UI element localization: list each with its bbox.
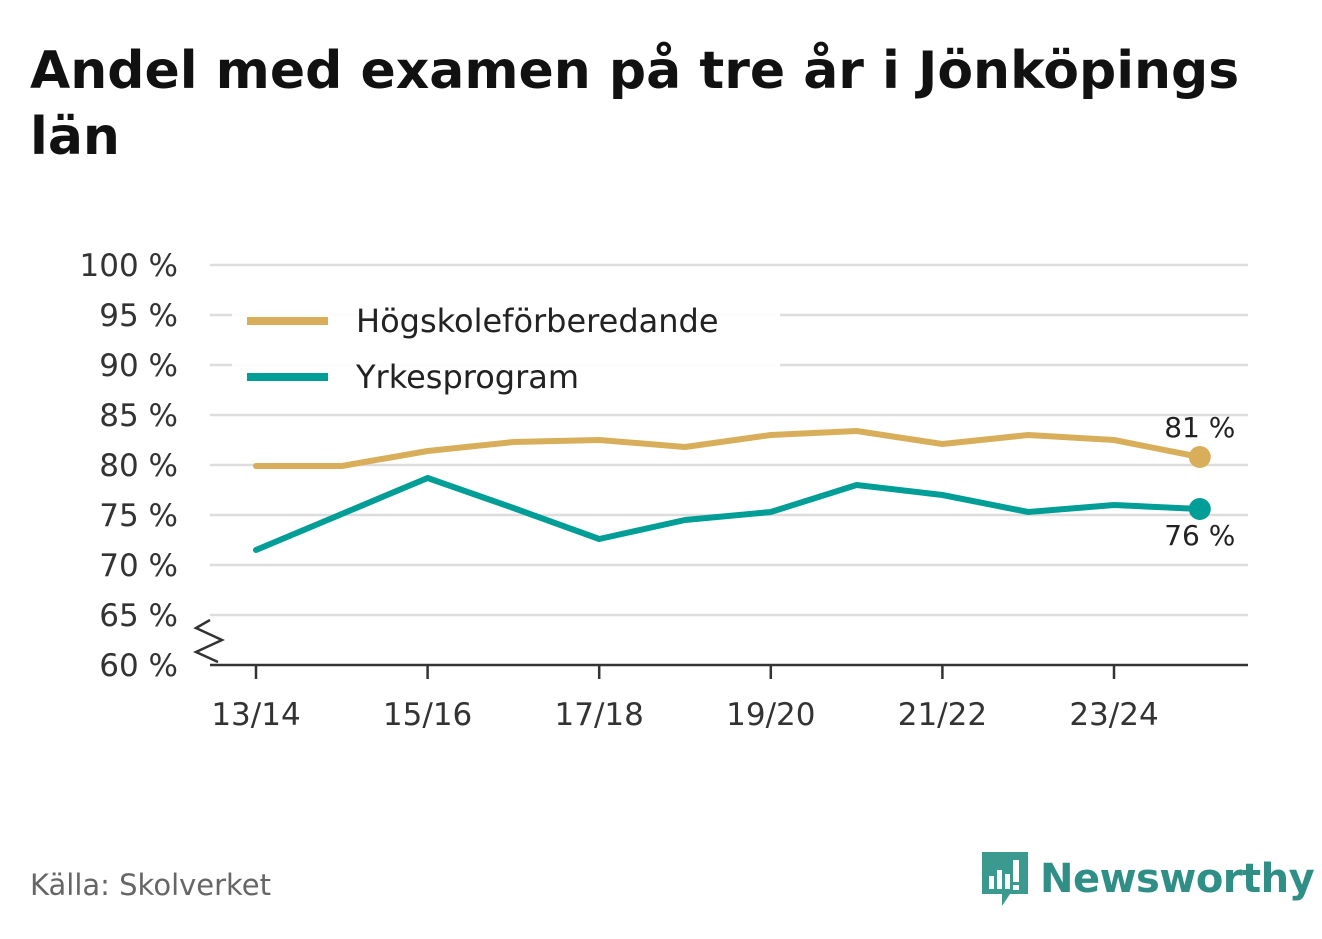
newsworthy-logo-icon bbox=[982, 852, 1028, 906]
series-line-2 bbox=[253, 475, 1203, 553]
axes: 60 % 65 % 70 % 75 % 80 % 85 % 90 % 95 % 100 % 13/… bbox=[80, 248, 1248, 733]
y-tick-label-80: 80 % bbox=[99, 448, 178, 484]
newsworthy-logo: Newsworthy bbox=[980, 850, 1315, 908]
end-value-label-2: 76 % bbox=[1164, 519, 1235, 552]
series-lines bbox=[253, 428, 1211, 553]
y-tick-label-70: 70 % bbox=[99, 548, 178, 584]
y-tick-label-60: 60 % bbox=[99, 648, 178, 684]
end-marker-1 bbox=[1188, 446, 1211, 468]
x-tick-label-19/20: 19/20 bbox=[726, 697, 815, 733]
y-tick-label-65: 65 % bbox=[99, 598, 178, 634]
x-tick-label-23/24: 23/24 bbox=[1069, 697, 1158, 733]
end-labels: 81 % 76 % bbox=[1164, 411, 1235, 552]
y-tick-label-95: 95 % bbox=[99, 298, 178, 334]
y-tick-label-85: 85 % bbox=[99, 398, 178, 434]
axis-break-icon bbox=[192, 618, 225, 664]
x-tick-label-15/16: 15/16 bbox=[383, 697, 472, 733]
end-value-label-1: 81 % bbox=[1164, 411, 1235, 444]
x-tick-label-21/22: 21/22 bbox=[898, 697, 987, 733]
chart-title: Andel med examen på tre år i Jönköpings … bbox=[30, 41, 1240, 167]
series-line-1 bbox=[253, 428, 1203, 469]
x-tick-label-17/18: 17/18 bbox=[555, 697, 644, 733]
y-tick-label-90: 90 % bbox=[99, 348, 178, 384]
legend-label-2: Yrkesprogram bbox=[355, 358, 579, 396]
legend-background bbox=[232, 290, 780, 412]
x-tick-label-13/14: 13/14 bbox=[211, 697, 300, 733]
end-marker-2 bbox=[1188, 498, 1211, 520]
brand-name: Newsworthy bbox=[1040, 856, 1315, 902]
legend-label-1: Högskoleförberedande bbox=[356, 302, 719, 340]
y-tick-label-100: 100 % bbox=[80, 248, 178, 284]
legend: Högskoleförberedande Yrkesprogram bbox=[232, 290, 780, 412]
source-note: Källa: Skolverket bbox=[30, 868, 272, 902]
y-tick-label-75: 75 % bbox=[99, 498, 178, 534]
